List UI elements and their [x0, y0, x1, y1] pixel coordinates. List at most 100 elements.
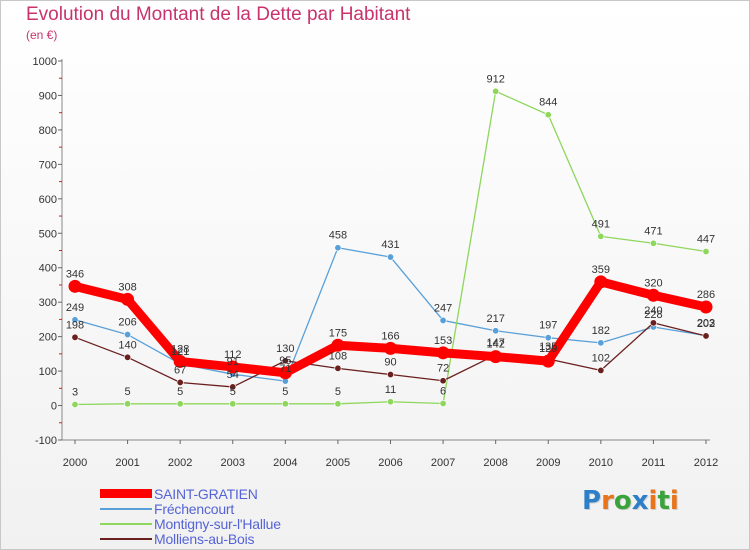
x-tick-label: 2004	[273, 457, 297, 469]
data-point	[489, 350, 503, 364]
legend-label: SAINT-GRATIEN	[154, 485, 258, 502]
legend-item: Molliens-au-Bois	[100, 530, 281, 547]
data-point	[597, 339, 605, 347]
data-label: 5	[282, 386, 288, 398]
data-label: 135	[539, 341, 557, 353]
data-label: 153	[434, 335, 452, 347]
data-label: 447	[697, 234, 715, 246]
x-tick-label: 2005	[326, 457, 350, 469]
data-label: 128	[171, 343, 189, 355]
data-label: 249	[66, 302, 84, 314]
x-tick-label: 2008	[483, 457, 507, 469]
legend-item: SAINT-GRATIEN	[100, 485, 281, 502]
y-tick-label: -100	[35, 435, 57, 447]
y-tick-label: 1000	[33, 56, 57, 68]
data-point	[68, 279, 82, 293]
legend-label: Molliens-au-Bois	[154, 530, 255, 547]
data-label: 228	[644, 309, 662, 321]
data-label: 130	[276, 343, 294, 355]
data-label: 471	[644, 225, 662, 237]
data-label: 202	[697, 318, 715, 330]
y-tick-label: 0	[51, 401, 57, 413]
data-point	[702, 332, 710, 340]
data-label: 90	[384, 357, 396, 369]
data-point	[71, 333, 79, 341]
x-tick-label: 2003	[221, 457, 245, 469]
data-point	[278, 366, 292, 380]
data-point	[646, 288, 660, 302]
data-point	[124, 353, 132, 361]
legend-label: Fréchencourt	[154, 500, 235, 517]
chart-legend: SAINT-GRATIEN Fréchencourt Montigny-sur-l'…	[100, 485, 281, 547]
data-label: 206	[118, 317, 136, 329]
x-tick-label: 2006	[378, 457, 402, 469]
data-point	[699, 300, 713, 314]
data-point	[71, 316, 79, 324]
data-point	[436, 346, 450, 360]
data-point	[594, 275, 608, 289]
data-label: 308	[118, 281, 136, 293]
data-point	[124, 331, 132, 339]
data-point	[386, 371, 394, 379]
data-label: 129	[539, 343, 557, 355]
x-tick-label: 2001	[115, 457, 139, 469]
data-point	[281, 400, 289, 408]
data-point	[492, 87, 500, 95]
logo-letter: r	[601, 486, 614, 516]
data-label: 198	[66, 319, 84, 331]
data-label: 108	[329, 350, 347, 362]
data-label: 121	[171, 346, 189, 358]
data-point	[702, 248, 710, 256]
data-point	[649, 239, 657, 247]
data-label: 142	[486, 339, 504, 351]
y-tick-label: 400	[39, 263, 57, 275]
data-point	[541, 354, 555, 368]
data-label: 458	[329, 230, 347, 242]
data-point	[176, 378, 184, 386]
data-point	[176, 400, 184, 408]
data-label: 54	[227, 369, 239, 381]
data-label: 95	[279, 355, 291, 367]
x-tick-label: 2002	[168, 457, 192, 469]
data-point	[226, 360, 240, 374]
data-point	[544, 111, 552, 119]
data-label: 5	[230, 386, 236, 398]
y-tick-label: 500	[39, 228, 57, 240]
data-label: 431	[381, 239, 399, 251]
legend-swatch	[100, 522, 152, 525]
data-point	[229, 400, 237, 408]
data-point	[439, 399, 447, 407]
x-tick-label: 2010	[589, 457, 613, 469]
data-point	[281, 357, 289, 365]
data-label: 320	[644, 277, 662, 289]
legend-swatch	[100, 507, 152, 510]
data-label: 844	[539, 97, 557, 109]
data-point	[334, 364, 342, 372]
x-tick-label: 2009	[536, 457, 560, 469]
data-point	[384, 341, 397, 355]
data-point	[173, 354, 187, 368]
data-point	[492, 327, 500, 335]
data-label: 5	[335, 386, 341, 398]
data-label: 6	[440, 385, 446, 397]
data-label: 71	[279, 363, 291, 375]
y-tick-label: 600	[39, 194, 57, 206]
y-tick-label: 800	[39, 125, 57, 137]
data-label: 217	[486, 313, 504, 325]
data-label: 11	[385, 384, 396, 396]
data-point	[386, 253, 394, 261]
data-point	[229, 383, 237, 391]
data-point	[121, 292, 135, 306]
data-point	[334, 400, 342, 408]
data-label: 5	[177, 386, 183, 398]
logo-letter: t	[657, 486, 670, 516]
y-tick-label: 100	[39, 366, 57, 378]
y-tick-label: 700	[39, 159, 57, 171]
y-tick-label: 300	[39, 297, 57, 309]
data-point	[439, 316, 447, 324]
data-point	[124, 400, 132, 408]
x-tick-label: 2011	[642, 457, 666, 469]
data-point	[331, 338, 345, 352]
data-label: 346	[66, 268, 84, 280]
